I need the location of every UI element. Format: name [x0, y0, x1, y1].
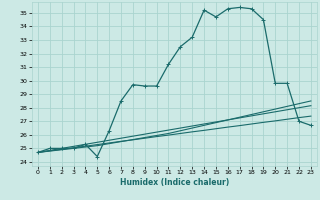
- X-axis label: Humidex (Indice chaleur): Humidex (Indice chaleur): [120, 178, 229, 187]
